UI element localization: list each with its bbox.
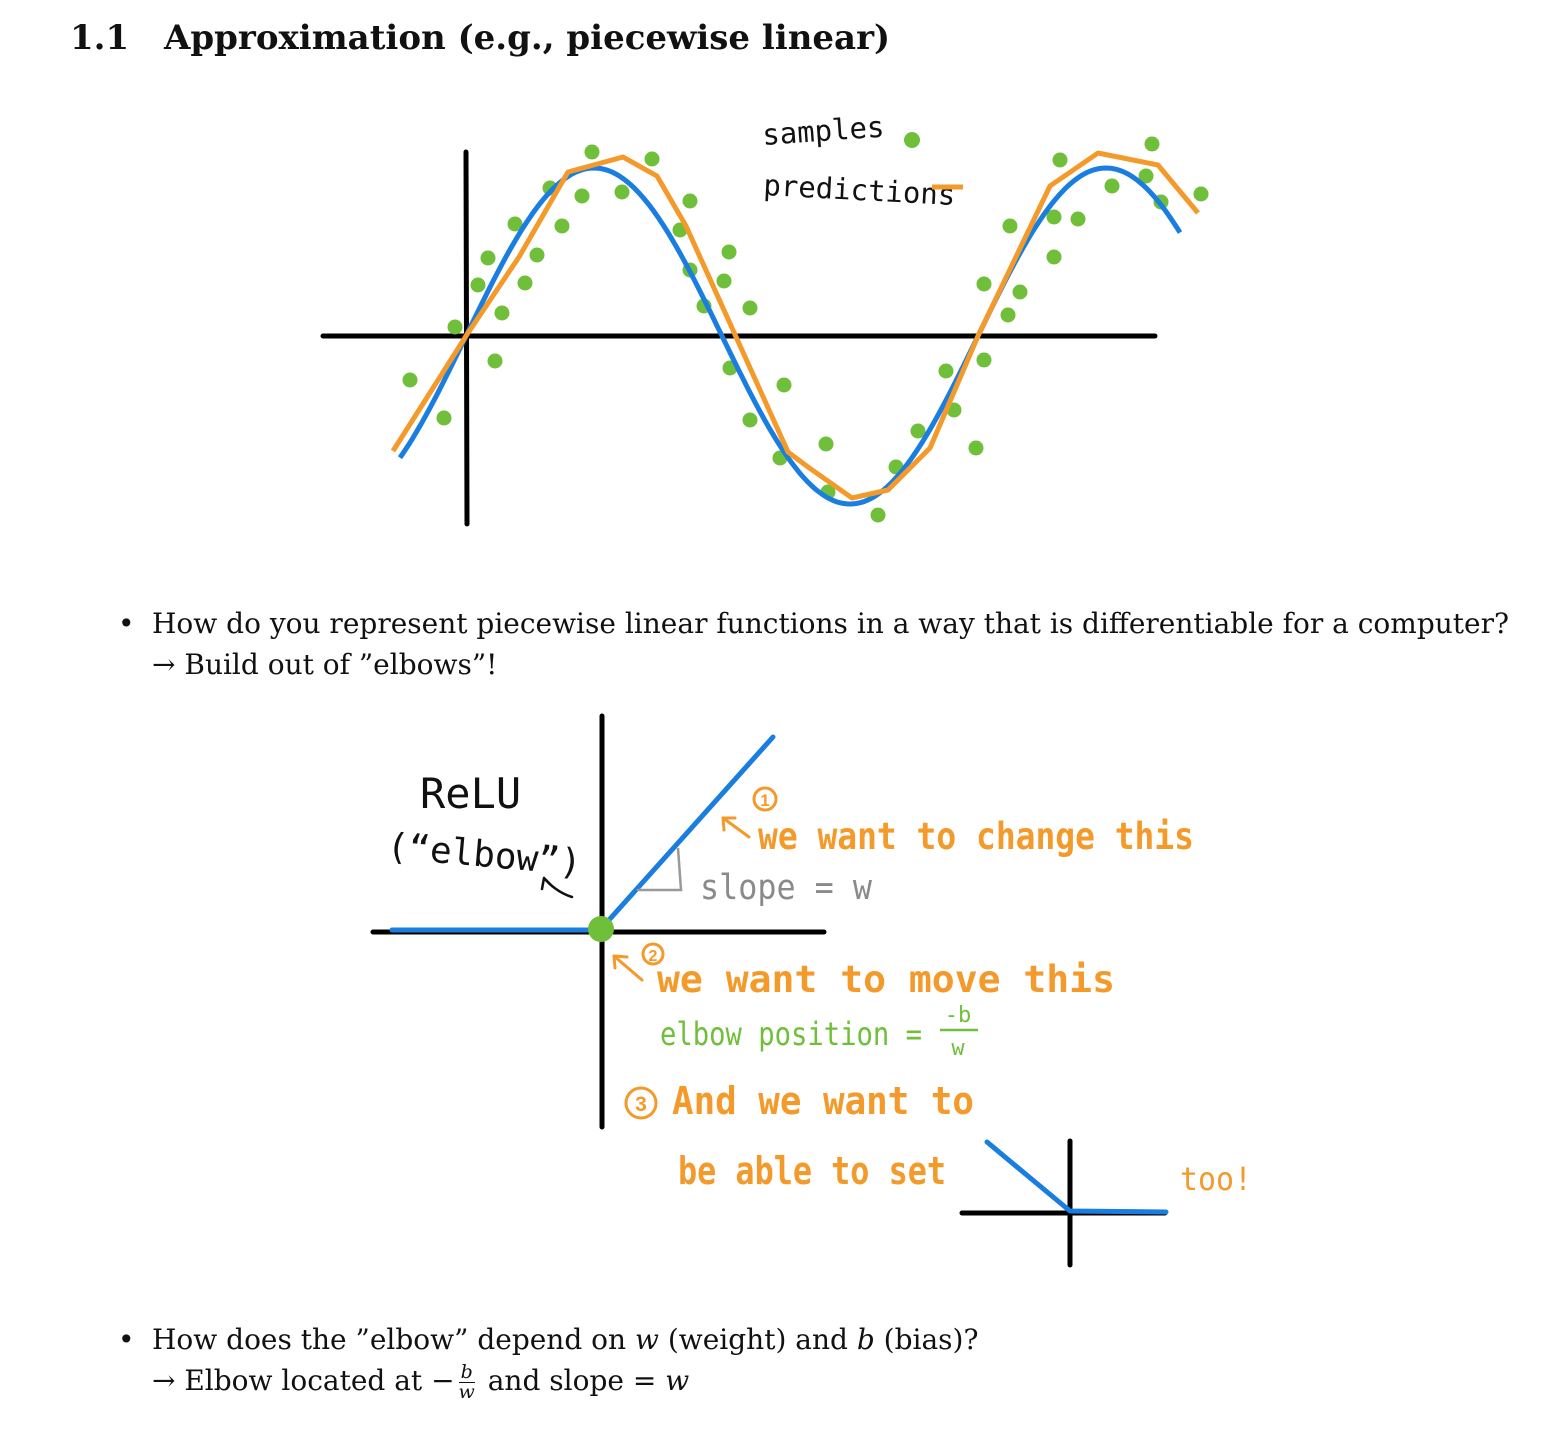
sample-point [1002,218,1018,234]
sample-point [584,144,600,160]
sample-point [644,151,660,167]
sample-point [682,193,698,209]
relu-label-arrow [540,876,574,899]
section-title: Approximation (e.g., piecewise linear) [164,18,891,58]
relu-label: ReLU [420,769,521,818]
bullet2-question-b: (weight) and [658,1323,857,1356]
sample-point [1046,249,1062,265]
sample-point [470,277,486,293]
legend-predictions-label: predictions [763,168,957,212]
relu-figure: ReLU (“elbow”) 1 we want to change this … [370,713,1252,1268]
sample-point [742,412,758,428]
sample-point [1138,168,1154,184]
bullet2-question-c: (bias)? [874,1323,979,1356]
sample-point [818,436,834,452]
sample-point [1052,152,1068,168]
legend-samples-marker [904,132,920,148]
sample-point [968,440,984,456]
sample-point [1144,136,1160,152]
sample-point [1193,186,1209,202]
step-2-arrow [612,954,644,982]
bullet-question: How do you represent piecewise linear fu… [152,607,1509,640]
sample-point [529,247,545,263]
elbow-label: (“elbow”) [385,826,583,884]
annotation-too: too! [1180,1160,1252,1198]
sample-point [574,188,590,204]
sample-point [976,352,992,368]
annotation-change: we want to change this [758,815,1194,858]
step-2-badge [641,942,665,966]
annotation-move: we want to move this [657,958,1115,1001]
fraction-denominator: w [458,1381,475,1403]
step-3-number: 3 [635,1093,647,1116]
sine-approximation-figure: samples predictions [320,110,1209,527]
sample-point [507,216,523,232]
sample-point [402,372,418,388]
sample-points [402,136,1209,523]
bullet-elbow-dependency: • How does the ”elbow” depend on w (weigh… [118,1319,978,1402]
sample-point [976,276,992,292]
sample-point [870,507,886,523]
step-1-badge [752,786,778,812]
slope-symbol: w [665,1364,690,1397]
fraction-numerator: b [460,1361,473,1383]
bullet2-answer-b: and slope = [478,1364,666,1397]
mirrored-relu-line [984,1139,1169,1215]
step-3-badge [624,1086,658,1120]
sample-point [447,319,463,335]
annotation-set-a: And we want to [672,1079,974,1123]
weight-symbol: w [634,1323,659,1356]
sample-point [494,305,510,321]
sample-point [1000,307,1016,323]
sample-point [517,275,533,291]
annotation-set-b: be able to set [678,1149,946,1193]
sample-point [742,300,758,316]
bullet2-question-a: How does the ”elbow” depend on [152,1323,635,1356]
bullet-marker: • [118,1323,135,1356]
sample-point [614,184,630,200]
bias-symbol: b [856,1323,875,1356]
bullet-marker: • [118,607,135,640]
elbow-position-denominator: w [951,1036,965,1061]
true-curve [397,165,1183,507]
sample-point [1012,284,1028,300]
bullet2-answer-a: → Elbow located at − [152,1364,455,1397]
sample-point [938,363,954,379]
bullet-representation: • How do you represent piecewise linear f… [118,603,1509,685]
elbow-position-label: elbow position = [660,1015,922,1053]
elbow-position-numerator: -b [945,1003,972,1028]
step-1-arrow [721,816,751,839]
sample-point [1070,211,1086,227]
legend-samples-label: samples [761,110,885,152]
section-heading: 1.1 Approximation (e.g., piecewise linear… [70,18,890,58]
sample-point [487,353,503,369]
slope-triangle [637,847,683,892]
step-2-number: 2 [649,948,658,965]
section-number: 1.1 [70,18,130,58]
sample-point [480,250,496,266]
sample-point [436,410,452,426]
sample-point [716,273,732,289]
step-1-number: 1 [760,791,769,810]
bullet-answer: → Build out of ”elbows”! [152,648,498,681]
predictions-curve [390,150,1200,501]
slope-label: slope = w [700,868,873,908]
sample-point [721,244,737,260]
sample-point [1046,209,1062,225]
sample-point [554,218,570,234]
sample-point [776,377,792,393]
elbow-point [588,916,614,942]
sample-point [1104,178,1120,194]
sample-point [910,423,926,439]
